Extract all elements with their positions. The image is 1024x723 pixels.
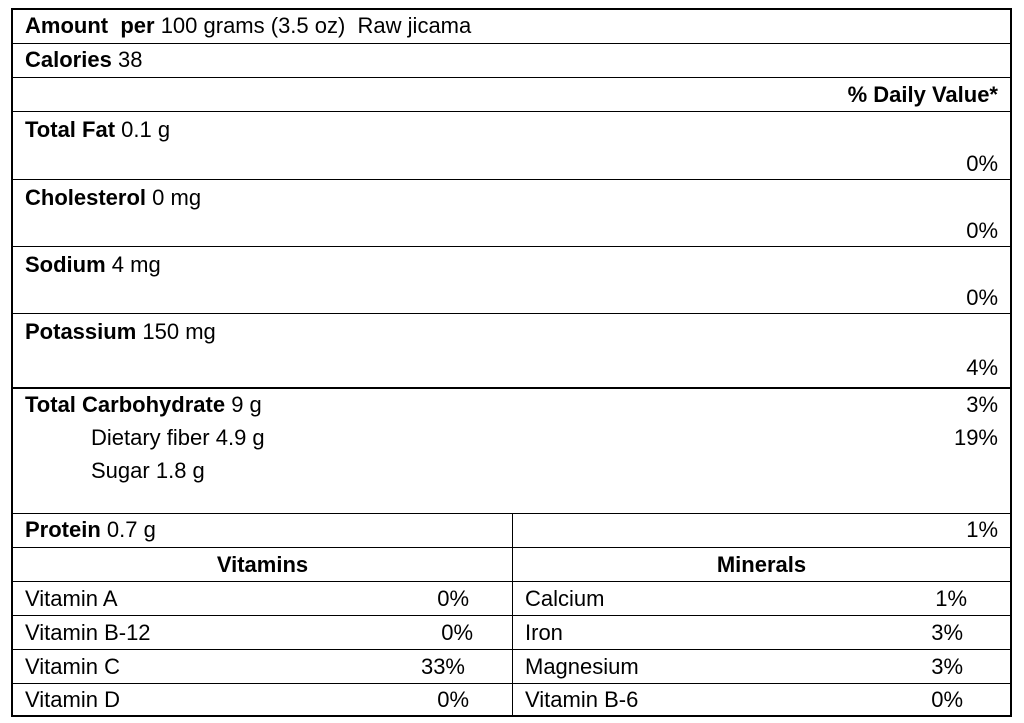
protein-row: Protein 0.7 g 1% [13,514,1010,548]
vitamins-heading: Vitamins [216,552,309,577]
mineral-name: Iron [525,620,563,645]
nutrient-label: Sodium [25,252,106,277]
daily-value-heading: % Daily Value* [847,82,998,107]
carbohydrate-amount: 9 g [231,392,262,417]
nutrient-dv: 0% [966,285,998,310]
nutrient-dv: 0% [966,218,998,243]
sugar-amount: 1.8 g [155,458,205,483]
serving-info: Amount per 100 grams (3.5 oz) Raw jicama [25,12,471,40]
calories-text: Calories 38 [25,46,142,74]
vitamin-name: Vitamin D [25,687,120,712]
protein-label: Protein [25,517,101,542]
mineral-name: Calcium [525,586,605,611]
micronutrient-row: Vitamin A 0% Calcium 1% [13,582,1010,616]
vitamin-dv: 0% [441,620,473,645]
nutrient-label: Potassium [25,319,137,344]
vitamin-dv: 33% [420,654,465,679]
nutrition-facts-table: Amount per 100 grams (3.5 oz) Raw jicama… [11,8,1012,717]
nutrient-text: Sodium 4 mg [25,251,161,279]
nutrient-row-cholesterol: Cholesterol 0 mg 0% [13,180,1010,247]
nutrient-amount: 0 mg [152,185,202,210]
vitamin-name: Vitamin C [25,654,120,679]
column-divider [512,514,513,715]
header-row: Amount per 100 grams (3.5 oz) Raw jicama [13,10,1010,44]
vitamins-minerals-heading-row: Vitamins Minerals [13,548,1010,582]
nutrient-amount: 4 mg [111,252,161,277]
nutrient-dv: 4% [966,355,998,380]
protein-text: Protein 0.7 g [25,516,156,544]
minerals-heading: Minerals [716,552,807,577]
fiber-text: Dietary fiber 4.9 g [91,424,265,452]
nutrient-text: Total Fat 0.1 g [25,116,170,144]
mineral-name: Vitamin B-6 [525,687,639,712]
fiber-amount: 4.9 g [215,425,265,450]
nutrient-row-total-fat: Total Fat 0.1 g 0% [13,112,1010,180]
nutrient-label: Total Fat [25,117,116,142]
carbohydrate-label: Total Carbohydrate [25,392,226,417]
serving-description: 100 grams (3.5 oz) Raw jicama [160,13,472,38]
calories-value: 38 [117,47,143,72]
mineral-name: Magnesium [525,654,639,679]
calories-row: Calories 38 [13,44,1010,78]
nutrient-text: Cholesterol 0 mg [25,184,201,212]
daily-value-row: % Daily Value* [13,78,1010,112]
nutrient-amount: 150 mg [142,319,216,344]
mineral-dv: 3% [931,620,963,645]
micronutrient-row: Vitamin D 0% Vitamin B-6 0% [13,684,1010,717]
vitamin-name: Vitamin A [25,586,118,611]
micronutrient-row: Vitamin B-12 0% Iron 3% [13,616,1010,650]
nutrient-text: Potassium 150 mg [25,318,216,346]
amount-label: Amount per [25,13,155,38]
fiber-label: Dietary fiber [91,425,210,450]
calories-label: Calories [25,47,112,72]
protein-amount: 0.7 g [106,517,156,542]
carbohydrate-block: Total Carbohydrate 9 g 3% Dietary fiber … [13,389,1010,514]
mineral-dv: 1% [935,586,967,611]
mineral-dv: 3% [931,654,963,679]
nutrient-row-sodium: Sodium 4 mg 0% [13,247,1010,314]
carbohydrate-text: Total Carbohydrate 9 g [25,391,262,419]
nutrient-amount: 0.1 g [121,117,171,142]
carbohydrate-dv: 3% [966,392,998,417]
nutrient-row-potassium: Potassium 150 mg 4% [13,314,1010,389]
fiber-dv: 19% [953,425,998,450]
vitamin-name: Vitamin B-12 [25,620,151,645]
micronutrient-row: Vitamin C 33% Magnesium 3% [13,650,1010,684]
mineral-dv: 0% [931,687,963,712]
protein-dv: 1% [966,517,998,542]
sugar-label: Sugar [91,458,150,483]
sugar-text: Sugar 1.8 g [91,457,205,485]
nutrient-label: Cholesterol [25,185,147,210]
nutrient-dv: 0% [966,151,998,176]
vitamin-dv: 0% [437,687,469,712]
vitamin-dv: 0% [437,586,469,611]
